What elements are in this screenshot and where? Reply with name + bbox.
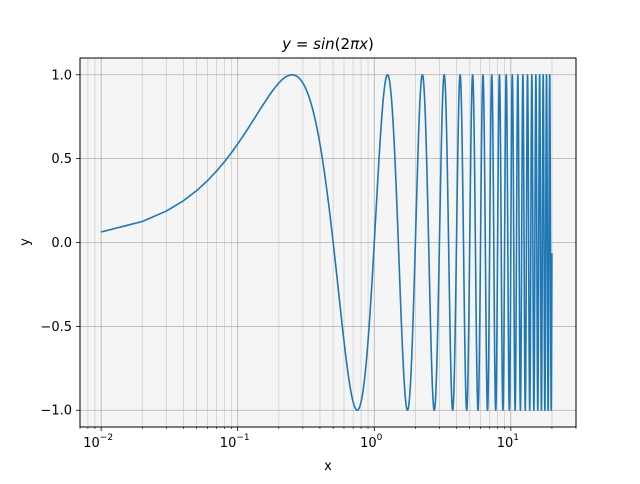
- y-axis-ticks: 1.0 0.5 0.0 −0.5 −1.0: [40, 68, 80, 419]
- x-tick-label: 10−2: [83, 433, 113, 451]
- y-tick-label: 0.5: [51, 152, 72, 167]
- y-tick-label: −0.5: [40, 320, 72, 335]
- x-tick-label: 101: [497, 433, 519, 451]
- chart-title: y = sin(2πx): [281, 35, 374, 53]
- x-axis-ticks: 10−2 10−1 100 101: [79, 427, 577, 451]
- x-tick-label: 100: [360, 433, 383, 451]
- x-axis-label: x: [324, 459, 332, 474]
- series-group: [100, 73, 553, 412]
- series-line: [100, 73, 553, 412]
- x-tick-label: 10−1: [220, 433, 250, 451]
- y-tick-label: −1.0: [40, 404, 72, 419]
- y-axis-label: y: [18, 238, 33, 246]
- y-tick-label: 0.0: [51, 236, 72, 251]
- y-tick-label: 1.0: [51, 68, 72, 83]
